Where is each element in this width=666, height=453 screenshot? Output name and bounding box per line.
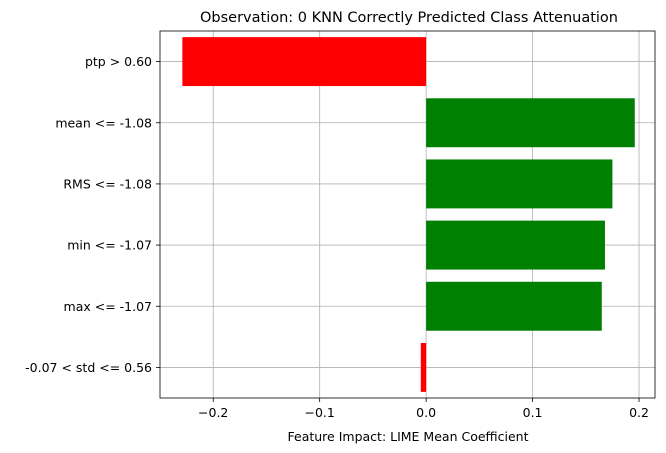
y-tick-label: RMS <= -1.08 — [63, 176, 152, 191]
y-tick-label: ptp > 0.60 — [85, 54, 152, 69]
x-tick-label: 0.0 — [416, 405, 436, 420]
x-tick-label: 0.2 — [629, 405, 649, 420]
bar — [426, 159, 613, 209]
bar — [182, 37, 427, 87]
y-tick-label: min <= -1.07 — [67, 238, 152, 253]
x-axis-label: Feature Impact: LIME Mean Coefficient — [288, 429, 529, 444]
bar — [426, 220, 605, 270]
bar — [420, 342, 427, 392]
bar — [426, 281, 602, 331]
x-tick-label: 0.1 — [523, 405, 543, 420]
axes: −0.2 −0.1 0.0 0.1 0.2 ptp > 0.60 mean <= -1.08… — [25, 30, 656, 420]
chart-title: Observation: 0 KNN Correctly Predicted C… — [200, 10, 618, 26]
bars — [182, 37, 635, 392]
bar — [426, 98, 635, 148]
y-tick-label: -0.07 < std <= 0.56 — [25, 360, 152, 375]
y-tick-label: max <= -1.07 — [64, 299, 152, 314]
x-tick-label: −0.2 — [198, 405, 228, 420]
y-tick-label: mean <= -1.08 — [55, 115, 152, 130]
plot-frame — [159, 30, 656, 399]
x-tick-label: −0.1 — [304, 405, 334, 420]
